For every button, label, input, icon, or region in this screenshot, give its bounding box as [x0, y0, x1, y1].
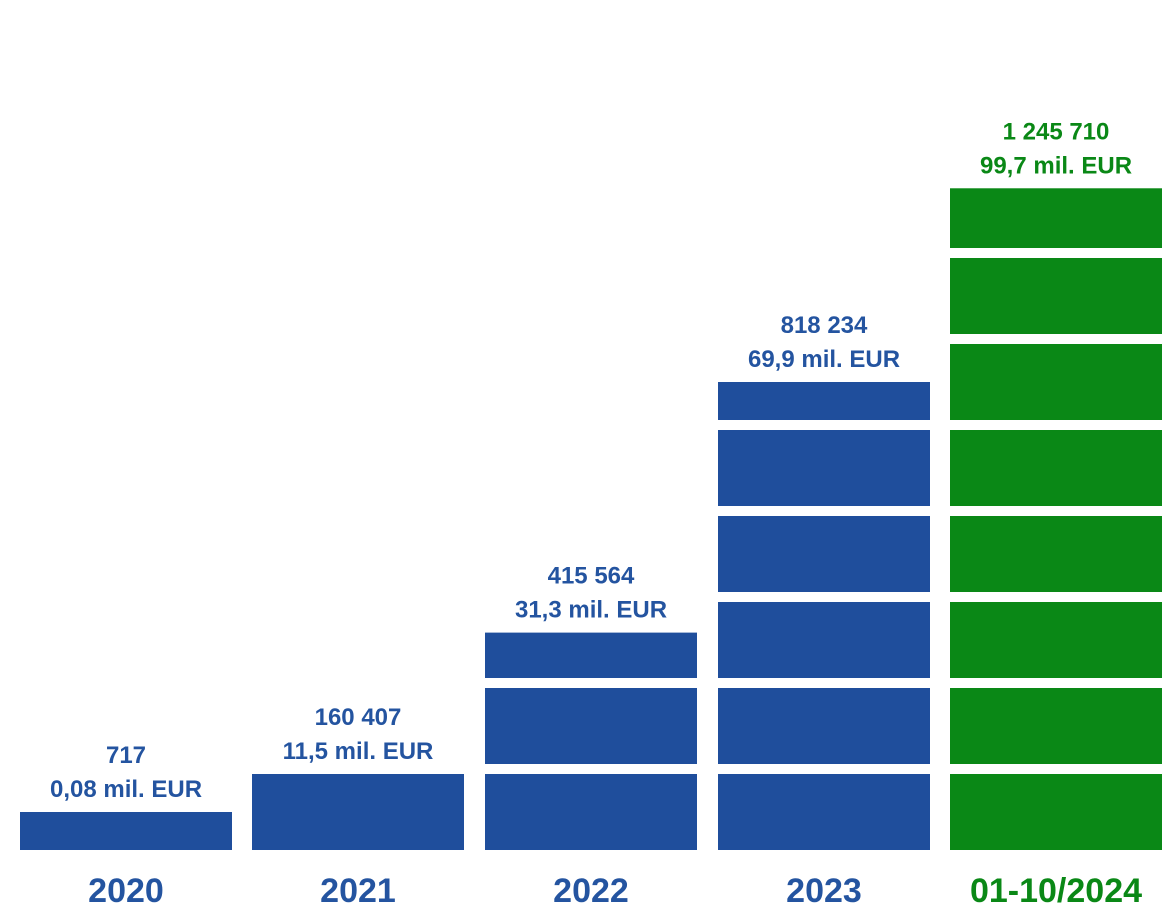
- bar-segment-2022: [485, 688, 697, 764]
- bar-segment-01-10-2024: [950, 258, 1162, 334]
- bar-segment-01-10-2024: [950, 344, 1162, 420]
- x-tick-label: 2023: [786, 872, 862, 910]
- amount-label: 11,5 mil. EUR: [283, 738, 434, 765]
- value-label: 160 407: [315, 704, 402, 731]
- bar-segment-2023: [718, 688, 930, 764]
- bars-group: [20, 188, 1162, 850]
- bar-segment-01-10-2024: [950, 188, 1162, 248]
- bar-segment-2020: [20, 812, 232, 850]
- bar-segment-2023: [718, 602, 930, 678]
- bar-segment-01-10-2024: [950, 516, 1162, 592]
- value-labels-group: 717 0,08 mil. EUR 160 407 11,5 mil. EUR 415 …: [50, 118, 1132, 803]
- amount-label: 69,9 mil. EUR: [748, 346, 900, 373]
- bar-segment-01-10-2024: [950, 688, 1162, 764]
- x-tick-label: 2021: [320, 872, 396, 910]
- bar-segment-2023: [718, 430, 930, 506]
- x-tick-label: 2020: [88, 872, 164, 910]
- amount-label: 0,08 mil. EUR: [50, 776, 202, 803]
- x-tick-label: 2022: [553, 872, 629, 910]
- value-label: 717: [106, 742, 146, 769]
- bar-segment-2023: [718, 774, 930, 850]
- value-label: 1 245 710: [1003, 118, 1110, 145]
- bar-segment-01-10-2024: [950, 430, 1162, 506]
- bar-segment-01-10-2024: [950, 602, 1162, 678]
- amount-label: 99,7 mil. EUR: [980, 152, 1132, 179]
- bar-segment-2023: [718, 382, 930, 420]
- bar-segment-2022: [485, 632, 697, 678]
- value-label: 415 564: [548, 563, 635, 590]
- value-label: 818 234: [781, 312, 868, 339]
- x-axis-labels: 2020 2021 2022 2023 01-10/2024: [88, 872, 1142, 910]
- bar-segment-2023: [718, 516, 930, 592]
- amount-label: 31,3 mil. EUR: [515, 597, 667, 624]
- bar-segment-2022: [485, 774, 697, 850]
- bar-segment-01-10-2024: [950, 774, 1162, 850]
- bar-segment-2021: [252, 774, 464, 850]
- x-tick-label: 01-10/2024: [970, 872, 1142, 910]
